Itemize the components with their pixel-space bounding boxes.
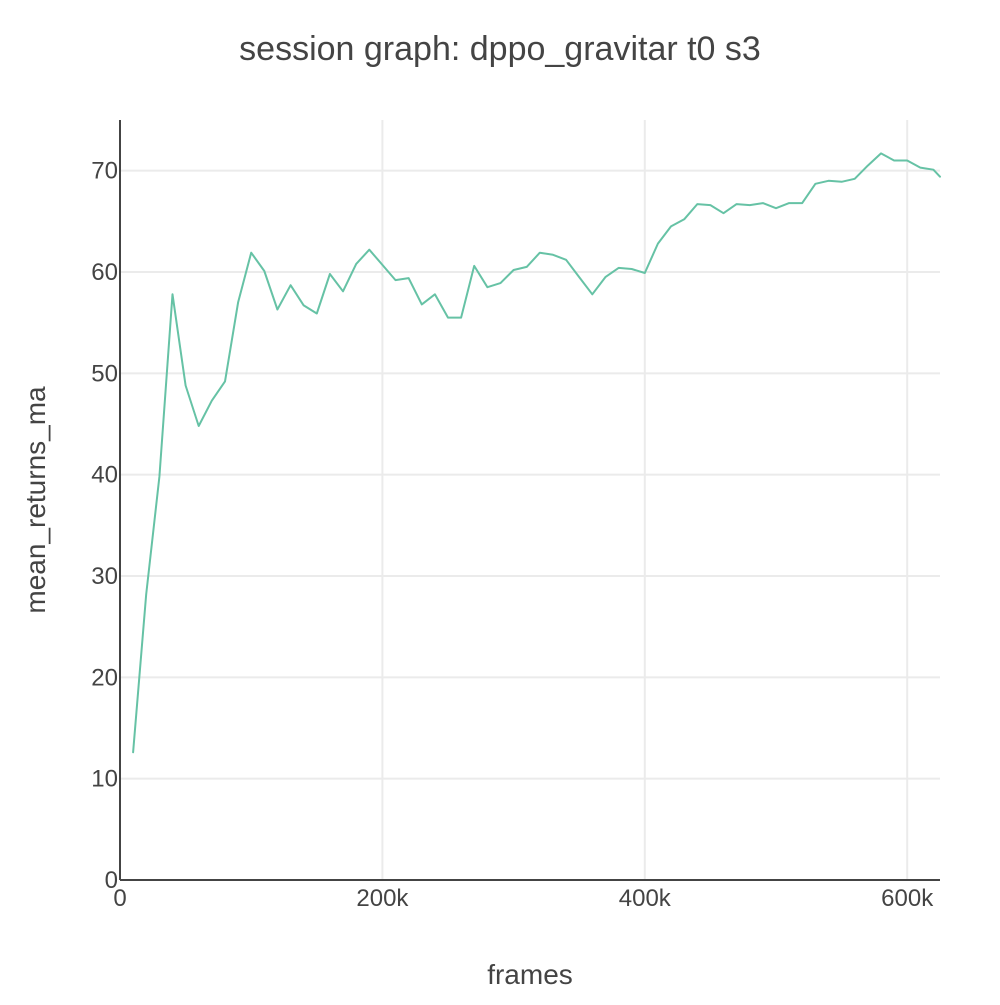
x-tick-label: 200k <box>356 885 409 912</box>
chart-title: session graph: dppo_gravitar t0 s3 <box>239 30 761 68</box>
tick-labels: 0 10 20 30 40 50 60 70 0 200k 400k 600k <box>91 158 934 912</box>
y-tick-label: 70 <box>91 158 118 185</box>
y-tick-label: 0 <box>105 867 118 894</box>
y-tick-label: 50 <box>91 360 118 387</box>
y-tick-label: 60 <box>91 259 118 286</box>
x-tick-label: 0 <box>113 885 126 912</box>
gridlines <box>120 120 940 880</box>
series-line <box>132 152 941 754</box>
x-tick-label: 600k <box>881 885 934 912</box>
series-layer <box>132 152 941 754</box>
y-tick-label: 10 <box>91 766 118 793</box>
axes <box>119 120 940 881</box>
y-axis-title: mean_returns_ma <box>20 386 51 614</box>
y-tick-label: 30 <box>91 563 118 590</box>
x-tick-label: 400k <box>619 885 672 912</box>
x-axis-title: frames <box>487 959 573 990</box>
y-tick-label: 20 <box>91 664 118 691</box>
y-tick-label: 40 <box>91 462 118 489</box>
